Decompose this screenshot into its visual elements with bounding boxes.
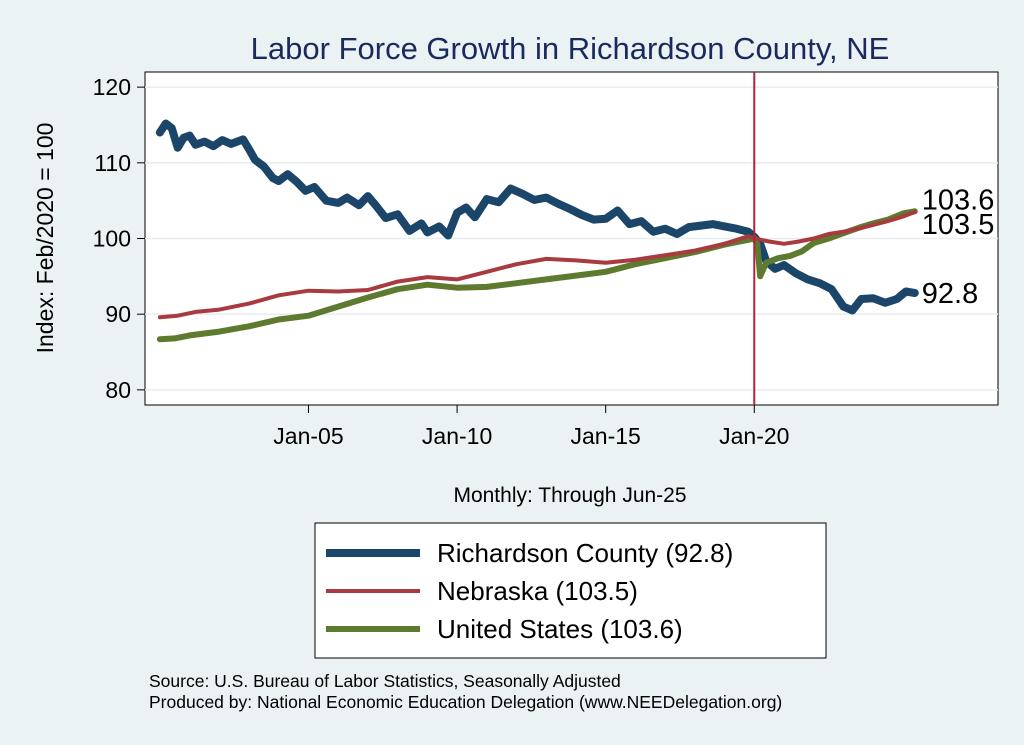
y-tick-label: 110 [94,150,131,176]
legend: Richardson County (92.8) Nebraska (103.5)… [314,522,827,659]
x-tick-label: Jan-20 [719,423,789,449]
legend-label: Nebraska (103.5) [437,576,638,606]
x-axis-note: Monthly: Through Jun-25 [453,484,686,507]
y-tick-label: 80 [105,377,131,403]
legend-label: Richardson County (92.8) [437,538,733,568]
y-tick-label: 100 [93,226,131,252]
x-axis: Jan-05 Jan-10 Jan-15 Jan-20 [273,405,789,449]
y-axis: 80 90 100 110 120 [93,74,145,403]
source-line: Source: U.S. Bureau of Labor Statistics,… [149,671,621,691]
x-tick-label: Jan-15 [571,423,641,449]
series-line-richardson-county [155,119,919,315]
produced-by-line: Produced by: National Economic Education… [149,692,782,712]
end-value-label: 92.8 [922,278,978,310]
y-tick-label: 120 [93,74,131,100]
legend-label: United States (103.6) [437,614,683,644]
series-line-united-states [156,208,918,343]
y-axis-title: Index: Feb/2020 = 100 [32,123,58,354]
y-tick-label: 90 [105,301,131,327]
x-tick-label: Jan-10 [422,423,492,449]
x-tick-label: Jan-05 [273,423,343,449]
series-group [155,119,919,343]
series-line-nebraska [157,210,917,320]
chart-title: Labor Force Growth in Richardson County,… [251,31,890,66]
gridlines [145,86,998,391]
end-value-label: 103.5 [922,209,995,241]
end-value-label: 103.6 [922,184,995,216]
